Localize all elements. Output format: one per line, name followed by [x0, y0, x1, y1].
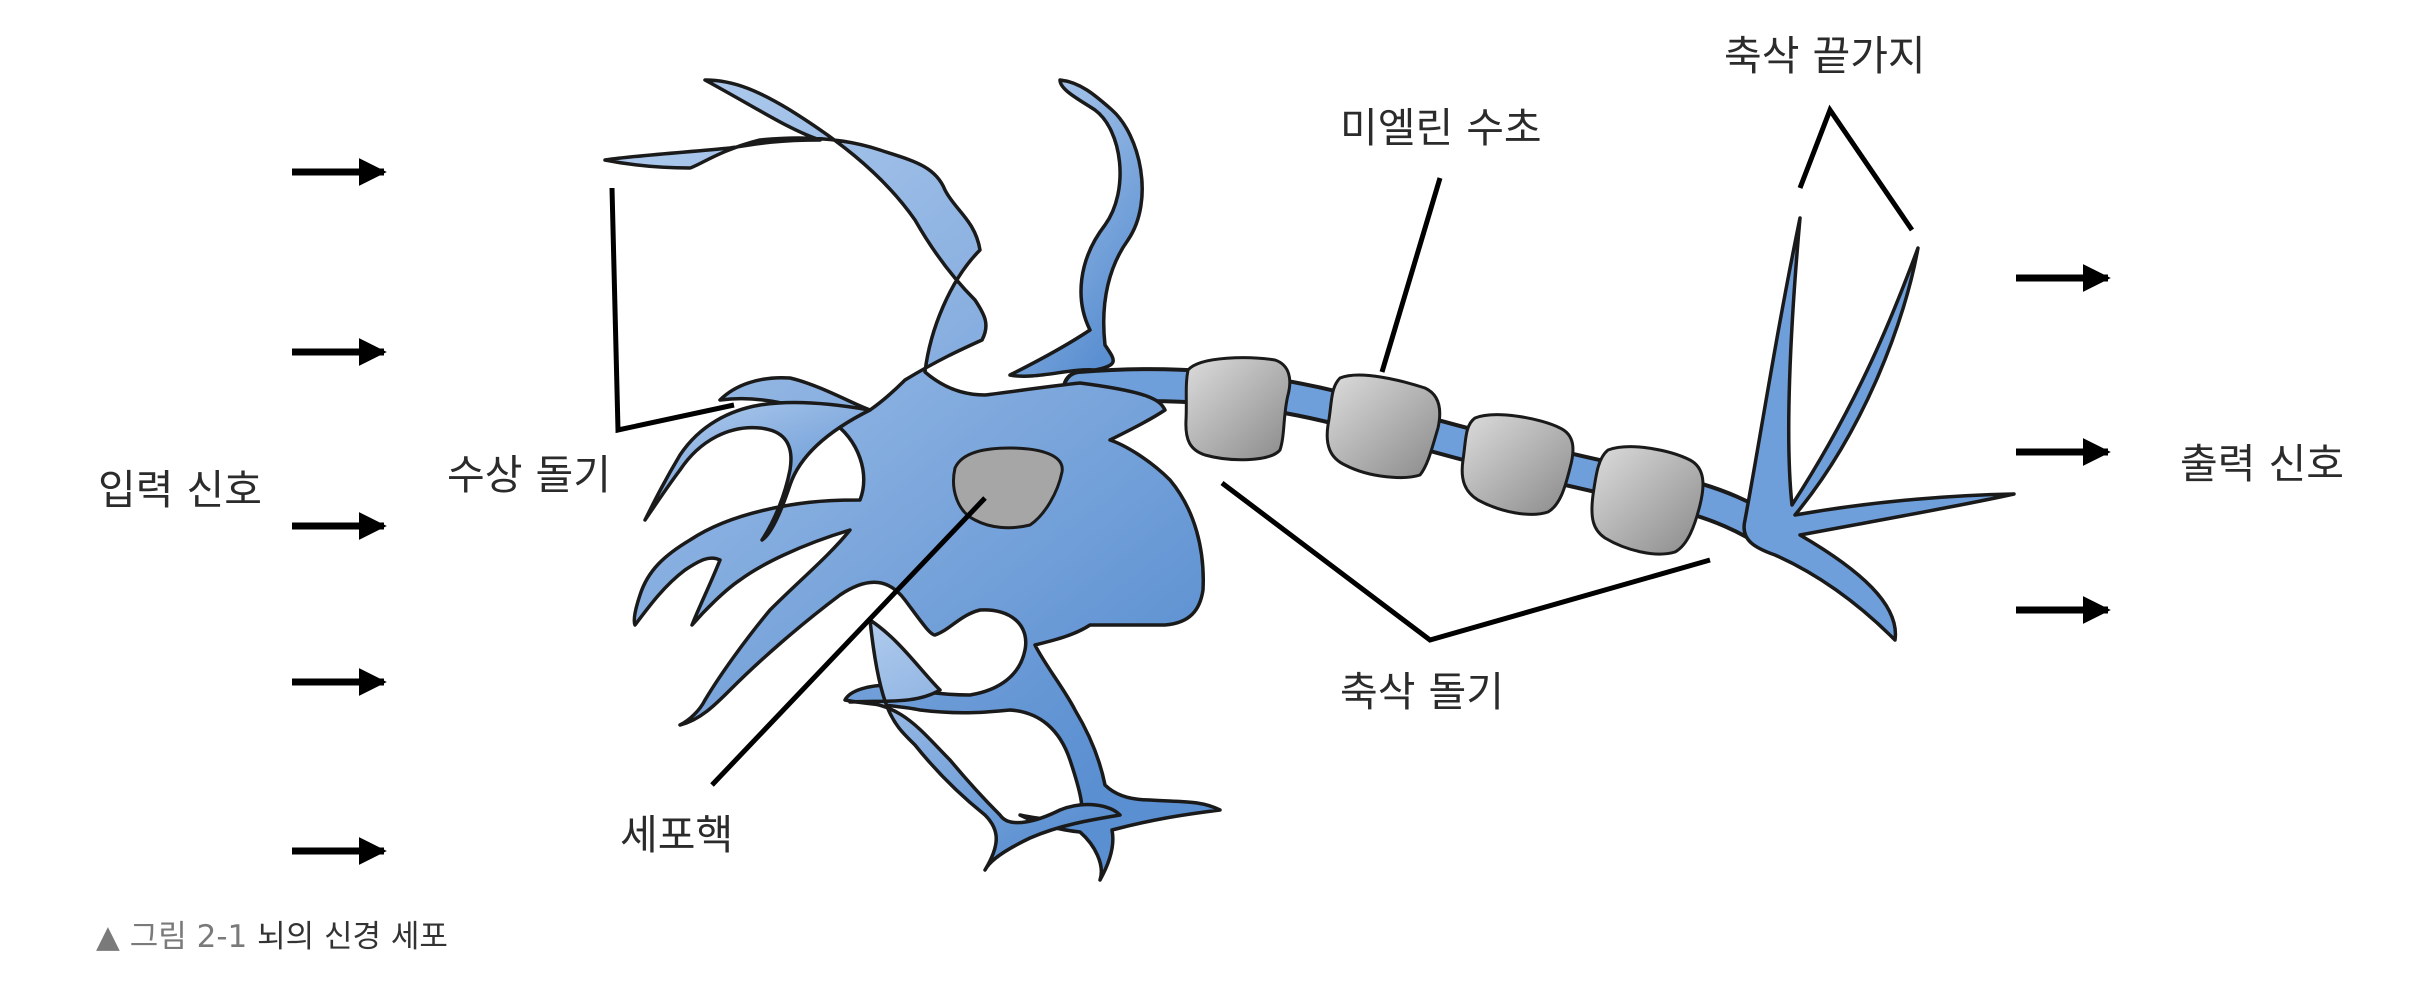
- figure-caption: ▲ 그림 2-1 뇌의 신경 세포: [96, 922, 448, 953]
- input-arrows: [292, 158, 387, 865]
- axon-label: 축삭 돌기: [1340, 668, 1504, 716]
- myelin-sheath-label: 미엘린 수초: [1340, 104, 1542, 152]
- dendrite-leader: [609, 187, 735, 434]
- dendrite-branch: [848, 618, 1122, 872]
- nucleus-leader: [710, 496, 987, 787]
- caption-figure-number: 그림 2-1: [129, 919, 248, 955]
- caption-title: 뇌의 신경 세포: [257, 919, 448, 955]
- caption-marker-icon: ▲: [96, 919, 120, 955]
- myelin-sheaths: [1184, 356, 1705, 556]
- axon-leader: [1220, 481, 1711, 643]
- axon-terminal-branches: [1742, 216, 2016, 642]
- cell-body-with-dendrites: [1008, 78, 1144, 378]
- myelin-segment: [1184, 356, 1292, 462]
- myelin-segment: [1460, 413, 1575, 516]
- nucleus-label: 세포핵: [620, 811, 734, 859]
- leader-lines: [609, 104, 1915, 787]
- input-signal-label: 입력 신호: [98, 466, 262, 514]
- dendrite-branch: [643, 400, 872, 542]
- dendrite-label: 수상 돌기: [447, 451, 611, 499]
- myelin-segment: [1325, 373, 1442, 480]
- output-arrows: [2016, 264, 2111, 624]
- axon-terminal-leader: [1797, 104, 1915, 232]
- output-signal-label: 출력 신호: [2180, 440, 2344, 488]
- axon-terminal-label: 축삭 끝가지: [1724, 32, 1926, 80]
- myelin-segment: [1590, 445, 1705, 556]
- myelin-leader: [1379, 177, 1443, 373]
- soma: [603, 78, 1222, 882]
